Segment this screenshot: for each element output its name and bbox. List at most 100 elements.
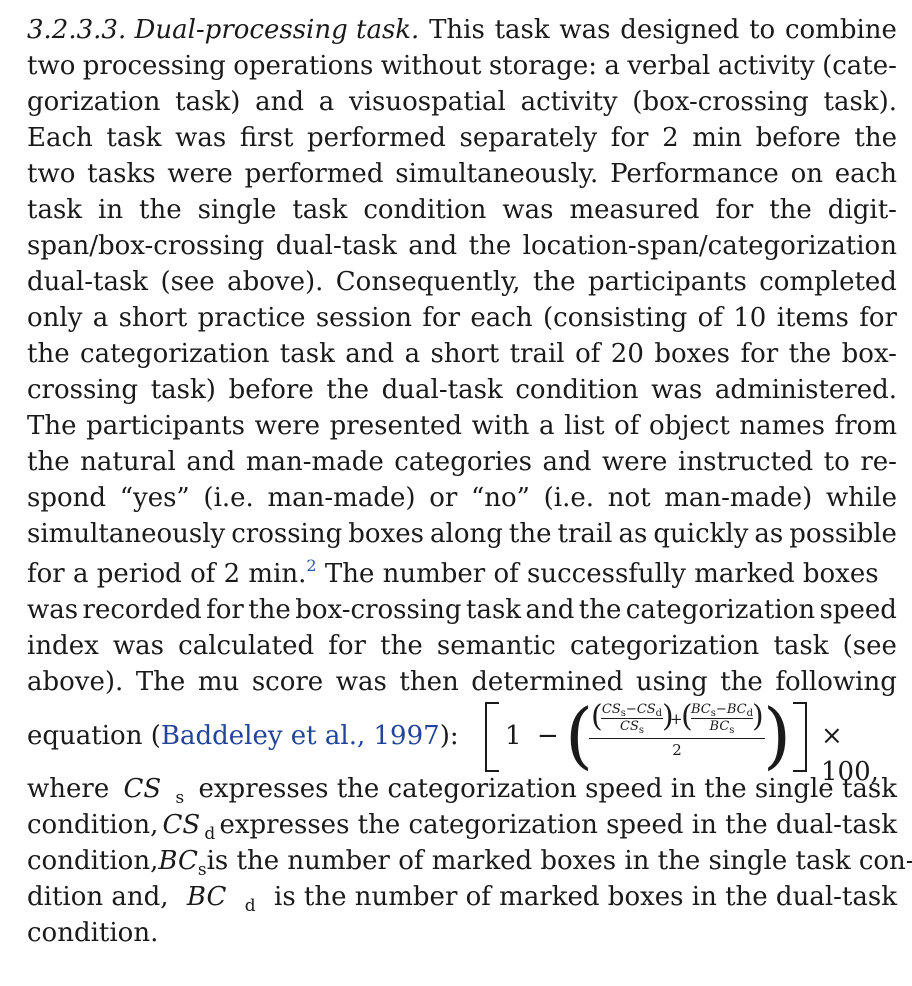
paragraph-line: simultaneously crossing boxes along the trail… xyxy=(27,516,897,552)
word: the xyxy=(27,447,70,477)
word: (consisting xyxy=(542,303,688,333)
word: Performance xyxy=(610,159,779,189)
word: dual-task xyxy=(275,231,397,261)
word: and xyxy=(542,447,592,477)
mu-score-formula: 1 − ( ( CSs−CSd CSs ) + ( BCs−BCd BCs xyxy=(485,696,897,787)
word: the xyxy=(578,595,622,625)
citation-link[interactable]: Baddeley et al., 1997 xyxy=(160,721,440,751)
word: 10 xyxy=(733,303,767,333)
equation-intro: equation (Baddeley et al., 1997): xyxy=(27,721,459,751)
word: of xyxy=(697,303,723,333)
final-word: condition. xyxy=(27,918,159,948)
word: was xyxy=(112,631,165,661)
word: participants xyxy=(587,267,747,297)
word: above). xyxy=(227,267,324,297)
word: not xyxy=(607,483,651,513)
word: or xyxy=(429,483,458,513)
word: practice xyxy=(197,303,306,333)
word: task xyxy=(292,195,348,225)
word: activity xyxy=(717,51,815,81)
word: two xyxy=(27,159,76,189)
word: items xyxy=(776,303,849,333)
word: with xyxy=(471,411,530,441)
word: spond xyxy=(27,483,107,513)
word: the xyxy=(532,267,576,297)
word: digit- xyxy=(827,195,897,225)
paragraph-line: two processing operations without storage: a v… xyxy=(27,48,897,84)
word: instructed xyxy=(678,447,814,477)
word: above). xyxy=(27,667,124,697)
word: (i.e. xyxy=(203,483,254,513)
word: storage: xyxy=(488,51,597,81)
word: dual-task xyxy=(27,267,149,297)
word: were xyxy=(601,447,668,477)
word: condition xyxy=(363,195,487,225)
word: for xyxy=(740,339,779,369)
word: before xyxy=(755,123,841,153)
word: first xyxy=(239,123,294,153)
word: following xyxy=(775,667,897,697)
left-bracket xyxy=(485,702,499,772)
word: Each xyxy=(27,123,93,153)
word: while xyxy=(825,483,897,513)
word: two xyxy=(27,51,76,81)
paragraph-line: above). The mu score was then determined using t… xyxy=(27,664,897,700)
word: task xyxy=(106,123,162,153)
paragraph-line: was recorded for the box-crossing task and the c… xyxy=(27,592,897,628)
word: trail xyxy=(509,339,565,369)
word: determined xyxy=(471,667,624,697)
word: mu xyxy=(197,667,240,697)
word: task xyxy=(494,15,550,45)
word: for xyxy=(859,303,897,333)
paragraph-line: span/box-crossing dual-task and the location… xyxy=(27,228,897,264)
word: only xyxy=(27,303,83,333)
word: boxes xyxy=(348,519,424,549)
word: were xyxy=(167,159,233,189)
main-fraction: ( CSs−CSd CSs ) + ( BCs−BCd BCs ) 2 xyxy=(589,699,765,759)
word: condition xyxy=(515,375,639,405)
word: categories xyxy=(394,447,532,477)
word: man-made xyxy=(245,447,384,477)
word: a xyxy=(318,87,335,117)
paragraph-line: spond “yes” (i.e. man-made) or “no” (i.e. not ma… xyxy=(27,480,897,516)
word: for xyxy=(328,631,366,661)
word: gorization xyxy=(27,87,161,117)
formula-times: × 100, xyxy=(821,721,879,787)
bc-fraction: BCs−BCd BCs xyxy=(691,702,753,736)
word: the xyxy=(248,595,291,625)
word: along xyxy=(430,519,503,549)
word: crossing xyxy=(231,519,343,549)
word: task xyxy=(279,339,335,369)
word: the xyxy=(139,195,182,225)
word: each xyxy=(470,303,533,333)
word: This xyxy=(429,15,485,45)
word: presented xyxy=(329,411,463,441)
word: participants xyxy=(86,411,245,441)
word: for xyxy=(610,123,649,153)
word: task xyxy=(27,195,83,225)
word: quickly xyxy=(653,519,749,549)
word: speed xyxy=(819,595,897,625)
word: administered. xyxy=(714,375,897,405)
paragraph-line: 3.2.3.3. Dual-processing task. This task w… xyxy=(27,12,897,48)
word: combine xyxy=(784,15,897,45)
word: measured xyxy=(569,195,700,225)
equation-line: equation (Baddeley et al., 1997): 1 − ( … xyxy=(27,696,897,787)
word: the xyxy=(769,195,812,225)
footnote-marker[interactable]: 2 xyxy=(306,556,317,575)
word: 20 xyxy=(610,339,644,369)
word: separately xyxy=(459,123,598,153)
paragraph-line: the categorization task and a short trail of 20 b… xyxy=(27,336,897,372)
word: was xyxy=(27,595,79,625)
paragraph-line: dual-task (see above). Consequently, the part… xyxy=(27,264,897,300)
word: boxes xyxy=(654,339,731,369)
word: (see xyxy=(842,631,897,661)
word: of xyxy=(575,339,601,369)
word: task) xyxy=(150,375,216,405)
word: performed xyxy=(244,159,384,189)
word: processing xyxy=(82,51,226,81)
word: calculated xyxy=(178,631,315,661)
word: the xyxy=(508,519,552,549)
word: trail xyxy=(557,519,613,549)
paragraph-line: gorization task) and a visuospatial activity (… xyxy=(27,84,897,120)
